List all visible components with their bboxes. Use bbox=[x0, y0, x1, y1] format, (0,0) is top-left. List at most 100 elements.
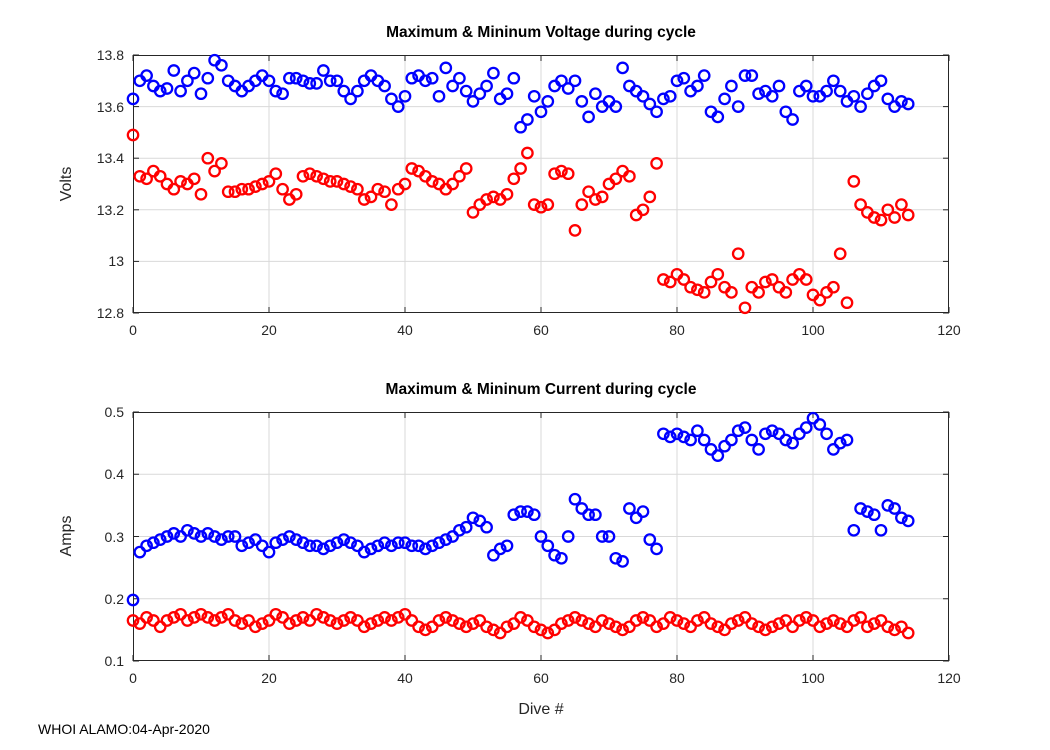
data-point-marker bbox=[194, 607, 208, 621]
data-point-marker bbox=[731, 100, 745, 113]
data-point-marker bbox=[568, 492, 582, 506]
data-point-marker bbox=[888, 623, 901, 637]
data-point-marker bbox=[793, 614, 806, 627]
data-point-marker bbox=[507, 71, 521, 85]
data-point-marker bbox=[215, 58, 228, 72]
data-point-marker bbox=[541, 95, 555, 108]
data-point-marker bbox=[296, 169, 310, 183]
y-tick-label: 0.5 bbox=[104, 404, 124, 420]
data-point-marker bbox=[167, 182, 181, 196]
data-point-marker bbox=[466, 511, 480, 525]
data-point-marker bbox=[167, 527, 181, 540]
data-point-marker bbox=[874, 213, 888, 227]
data-point-marker bbox=[303, 167, 317, 181]
data-point-marker bbox=[262, 614, 276, 627]
data-point-marker bbox=[323, 614, 337, 627]
data-point-marker bbox=[228, 185, 242, 199]
data-point-marker bbox=[786, 436, 799, 450]
y-tick-label: 0.1 bbox=[104, 653, 124, 669]
data-point-marker bbox=[534, 200, 548, 214]
data-point-marker bbox=[684, 433, 697, 447]
data-point-marker bbox=[330, 617, 344, 630]
data-point-marker bbox=[527, 198, 541, 211]
x-tick-label: 120 bbox=[937, 322, 961, 338]
data-point-marker bbox=[691, 424, 704, 438]
data-point-marker bbox=[527, 620, 541, 634]
data-point-marker bbox=[228, 614, 242, 627]
data-point-marker bbox=[561, 614, 575, 627]
data-point-marker bbox=[330, 74, 344, 88]
data-point-marker bbox=[174, 84, 187, 98]
data-point-marker bbox=[833, 84, 847, 98]
data-point-marker bbox=[697, 433, 711, 447]
data-point-marker bbox=[235, 617, 249, 630]
data-point-marker bbox=[670, 614, 684, 627]
data-point-marker bbox=[527, 508, 541, 522]
data-point-marker bbox=[276, 182, 289, 196]
data-point-marker bbox=[636, 89, 650, 103]
data-point-marker bbox=[711, 620, 725, 634]
data-point-marker bbox=[432, 614, 446, 627]
data-point-marker bbox=[548, 548, 561, 562]
data-point-marker bbox=[602, 530, 616, 543]
data-point-marker bbox=[745, 617, 759, 630]
data-point-marker bbox=[657, 92, 670, 106]
data-point-marker bbox=[459, 84, 473, 98]
data-point-marker bbox=[174, 607, 187, 621]
data-point-marker bbox=[677, 617, 691, 630]
y-tick-label: 13.2 bbox=[96, 201, 124, 218]
data-point-marker bbox=[881, 620, 895, 634]
data-point-marker bbox=[480, 193, 493, 206]
data-point-marker bbox=[901, 626, 915, 640]
data-point-marker bbox=[296, 611, 310, 624]
data-point-marker bbox=[289, 533, 303, 546]
data-point-marker bbox=[718, 92, 731, 106]
data-point-marker bbox=[541, 198, 555, 211]
data-point-marker bbox=[738, 421, 752, 434]
data-point-marker bbox=[351, 84, 364, 98]
data-point-marker bbox=[813, 418, 827, 431]
data-point-marker bbox=[405, 614, 419, 627]
data-point-marker bbox=[861, 505, 874, 518]
data-point-marker bbox=[833, 436, 847, 450]
data-point-marker bbox=[534, 530, 548, 543]
data-point-marker bbox=[765, 273, 779, 286]
data-point-marker bbox=[153, 620, 167, 634]
data-point-marker bbox=[643, 614, 657, 627]
data-point-marker bbox=[657, 273, 670, 286]
data-point-marker bbox=[337, 84, 351, 98]
data-point-marker bbox=[391, 611, 405, 624]
data-point-marker bbox=[487, 190, 500, 204]
data-point-marker bbox=[453, 71, 466, 85]
data-point-marker bbox=[772, 427, 786, 441]
data-point-marker bbox=[575, 95, 589, 108]
data-point-marker bbox=[786, 620, 799, 634]
data-point-marker bbox=[289, 71, 303, 85]
data-point-marker bbox=[133, 617, 147, 630]
data-point-marker bbox=[283, 71, 296, 85]
data-point-marker bbox=[677, 430, 691, 444]
data-point-marker bbox=[357, 620, 371, 634]
data-point-marker bbox=[351, 182, 364, 196]
data-point-marker bbox=[799, 421, 813, 434]
data-point-marker bbox=[820, 84, 833, 98]
data-point-marker bbox=[480, 520, 493, 534]
data-point-marker bbox=[487, 623, 500, 637]
data-point-marker bbox=[412, 539, 425, 553]
data-point-marker bbox=[276, 611, 289, 624]
data-point-marker bbox=[235, 539, 249, 553]
data-point-marker bbox=[378, 79, 391, 93]
data-point-marker bbox=[378, 185, 391, 199]
data-point-marker bbox=[786, 113, 799, 126]
data-point-marker bbox=[289, 614, 303, 627]
data-point-marker bbox=[806, 614, 820, 627]
data-point-marker bbox=[854, 100, 867, 113]
data-point-marker bbox=[310, 77, 323, 90]
data-point-marker bbox=[201, 151, 215, 165]
data-point-marker bbox=[133, 545, 147, 559]
data-point-marker bbox=[405, 71, 419, 85]
data-point-marker bbox=[310, 607, 323, 621]
data-point-marker bbox=[847, 89, 861, 103]
data-point-marker bbox=[555, 164, 568, 178]
